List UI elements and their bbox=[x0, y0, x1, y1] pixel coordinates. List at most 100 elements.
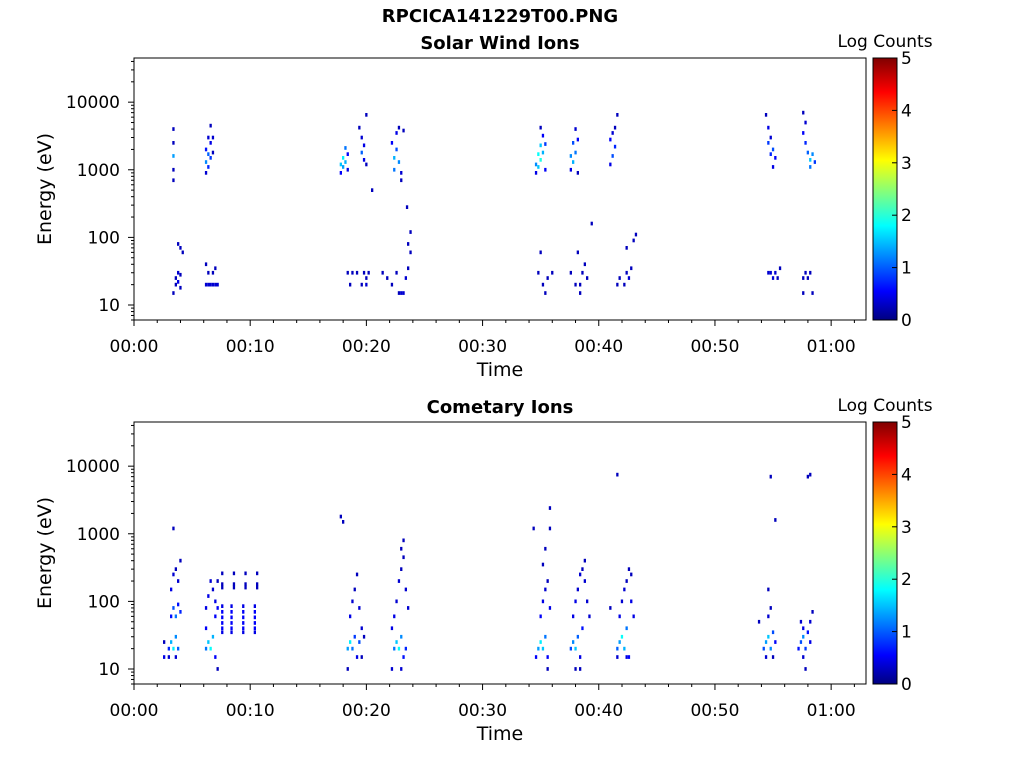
heatmap-cell bbox=[242, 626, 245, 631]
heatmap-cell bbox=[397, 160, 401, 164]
heatmap-cell bbox=[204, 646, 208, 651]
heatmap-cell bbox=[583, 558, 586, 563]
heatmap-cell bbox=[353, 587, 356, 592]
heatmap-cell bbox=[809, 270, 812, 275]
heatmap-cell bbox=[409, 230, 412, 234]
heatmap-cell bbox=[630, 266, 633, 271]
heatmap-cell bbox=[221, 626, 224, 631]
heatmap-cell bbox=[400, 667, 403, 671]
heatmap-cell bbox=[177, 646, 180, 651]
colorbar-tick-label: 3 bbox=[901, 518, 912, 538]
heatmap-cell bbox=[771, 276, 775, 280]
heatmap-cell bbox=[544, 142, 547, 146]
heatmap-cell bbox=[811, 610, 814, 614]
heatmap-cell bbox=[579, 667, 582, 671]
heatmap-cell bbox=[632, 614, 635, 619]
heatmap-cell bbox=[809, 165, 812, 169]
heatmap-cell bbox=[395, 270, 398, 275]
heatmap-cell bbox=[367, 270, 370, 275]
heatmap-cell bbox=[767, 587, 770, 592]
heatmap-cell bbox=[764, 113, 768, 117]
heatmap-cell bbox=[253, 626, 256, 631]
heatmap-cell bbox=[209, 141, 212, 145]
heatmap-cell bbox=[179, 558, 182, 563]
heatmap-cell bbox=[769, 270, 772, 275]
heatmap-cell bbox=[344, 160, 347, 164]
heatmap-cell bbox=[771, 655, 775, 659]
heatmap-cell bbox=[221, 604, 224, 608]
heatmap-cell bbox=[767, 125, 770, 130]
heatmap-cell bbox=[214, 614, 217, 619]
heatmap-cell bbox=[572, 141, 575, 145]
heatmap-cell bbox=[230, 610, 233, 614]
heatmap-cell bbox=[360, 626, 363, 631]
heatmap-cell bbox=[214, 266, 217, 271]
heatmap-cell bbox=[230, 626, 233, 631]
heatmap-cell bbox=[611, 131, 614, 135]
heatmap-cell bbox=[764, 655, 768, 659]
heatmap-cell bbox=[541, 133, 545, 138]
heatmap-cell bbox=[576, 634, 579, 639]
heatmap-cell bbox=[771, 630, 775, 635]
heatmap-cell bbox=[204, 282, 208, 287]
heatmap-cell bbox=[546, 667, 549, 671]
heatmap-cell bbox=[618, 640, 621, 644]
heatmap-cell bbox=[809, 640, 812, 644]
heatmap-cell bbox=[393, 614, 396, 619]
heatmap-cell bbox=[407, 242, 410, 246]
heatmap-cell bbox=[209, 646, 212, 651]
heatmap-cell bbox=[177, 270, 180, 275]
heatmap-cell bbox=[253, 630, 256, 635]
heatmap-cell bbox=[211, 135, 215, 140]
heatmap-cell bbox=[177, 602, 180, 607]
heatmap-cell bbox=[211, 270, 215, 275]
plot-area bbox=[133, 57, 867, 321]
heatmap-cell bbox=[163, 640, 166, 644]
heatmap-cell bbox=[204, 160, 208, 164]
heatmap-cell bbox=[390, 282, 394, 287]
heatmap-cell bbox=[616, 472, 619, 477]
heatmap-cell bbox=[242, 630, 245, 635]
heatmap-cell bbox=[609, 162, 612, 167]
heatmap-cells bbox=[163, 472, 814, 671]
heatmap-cell bbox=[360, 655, 363, 659]
x-tick-label: 00:20 bbox=[342, 337, 391, 357]
heatmap-cell bbox=[804, 141, 807, 145]
heatmap-cell bbox=[572, 640, 575, 644]
heatmap-cell bbox=[574, 127, 577, 131]
heatmap-cell bbox=[539, 125, 542, 130]
heatmap-cell bbox=[177, 280, 180, 284]
colorbar-tick-label: 5 bbox=[901, 49, 912, 69]
x-tick-label: 00:50 bbox=[690, 701, 739, 721]
x-tick-label: 00:10 bbox=[226, 337, 275, 357]
heatmap-cell bbox=[351, 646, 354, 651]
heatmap-cell bbox=[809, 619, 812, 624]
heatmap-cell bbox=[232, 582, 236, 586]
heatmap-cell bbox=[355, 655, 359, 659]
heatmap-cell bbox=[588, 614, 591, 619]
heatmap-cell bbox=[625, 626, 628, 631]
heatmap-cell bbox=[539, 640, 542, 644]
heatmap-cell bbox=[769, 152, 772, 156]
heatmap-cell bbox=[806, 150, 809, 155]
heatmap-cell bbox=[402, 291, 405, 295]
heatmap-cell bbox=[802, 110, 805, 115]
heatmap-cell bbox=[216, 282, 219, 287]
heatmap-cell bbox=[174, 276, 177, 280]
heatmap-cell bbox=[221, 582, 224, 586]
heatmap-cell bbox=[537, 270, 540, 275]
heatmap-cell bbox=[586, 599, 589, 604]
heatmap-cell bbox=[253, 604, 256, 608]
heatmap-cell bbox=[400, 567, 403, 571]
heatmap-cell bbox=[349, 282, 352, 287]
heatmap-cell bbox=[339, 171, 342, 175]
heatmap-cell bbox=[221, 615, 224, 620]
heatmap-cell bbox=[221, 621, 224, 625]
heatmap-cell bbox=[342, 520, 345, 524]
y-tick-label: 1000 bbox=[77, 161, 120, 181]
heatmap-cell bbox=[358, 125, 361, 130]
heatmap-cell bbox=[346, 167, 349, 172]
heatmap-cell bbox=[569, 167, 572, 172]
heatmap-cell bbox=[216, 579, 219, 583]
